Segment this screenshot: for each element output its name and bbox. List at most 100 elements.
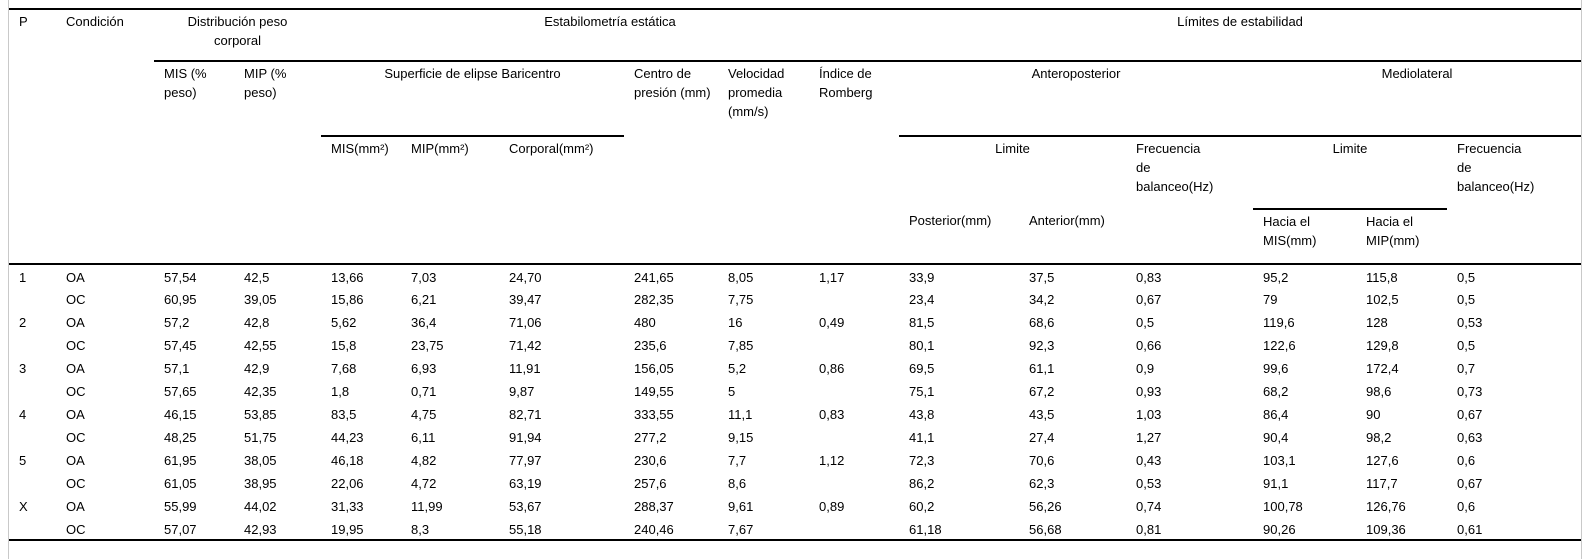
cell: 1,8 <box>331 384 350 399</box>
cell: 33,9 <box>899 263 1020 287</box>
cell: 1 <box>9 263 56 287</box>
cell: 0,71 <box>411 384 437 399</box>
cell: 0,67 <box>1457 476 1483 491</box>
col-header-anterior: Anterior(mm) <box>1029 213 1105 228</box>
col-header-mip-peso: MIP (% peso) <box>244 66 287 100</box>
cell: 0,53 <box>1136 476 1162 491</box>
table-header: P Condición Distribución peso corporal E… <box>9 9 1582 264</box>
cell: 6,21 <box>411 292 437 307</box>
cell: 6,11 <box>411 430 436 445</box>
cell: 23,4 <box>909 292 935 307</box>
cell: 7,85 <box>728 338 754 353</box>
cell: 7,03 <box>401 263 499 287</box>
cell: 56,26 <box>1029 499 1062 514</box>
cell: 9,61 <box>728 499 754 514</box>
cell: 149,55 <box>634 384 674 399</box>
cell: 122,6 <box>1263 338 1296 353</box>
col-header-hacia-mip: Hacia el MIP(mm) <box>1356 209 1447 264</box>
col-header-mis-mm2: MIS(mm²) <box>331 141 389 156</box>
cell: 3 <box>19 361 27 376</box>
cell: 57,45 <box>164 338 197 353</box>
header-subgroup-row: MIS (% peso) MIP (% peso) Superficie de … <box>9 61 1582 137</box>
cell: 90 <box>1366 407 1381 422</box>
cell: 0,49 <box>819 315 845 330</box>
cell: 44,02 <box>244 499 277 514</box>
table-row: OC 60,95 39,05 15,86 6,21 39,47 282,35 7,75 23,4… <box>9 287 1581 310</box>
cell: 5 <box>728 384 736 399</box>
cell: 31,33 <box>331 499 364 514</box>
cell: 230,6 <box>634 453 667 468</box>
cell: 23,75 <box>411 338 444 353</box>
cell: OC <box>66 338 86 353</box>
table-row: 5 OA 61,95 38,05 46,18 4,82 77,97 230,6 7,7 1,12 7… <box>9 448 1581 471</box>
cell: 60,95 <box>164 292 197 307</box>
cell: 129,8 <box>1366 338 1399 353</box>
cell: 86,4 <box>1263 407 1289 422</box>
cell: 69,5 <box>909 361 935 376</box>
cell: 38,95 <box>244 476 277 491</box>
cell: 34,2 <box>1029 292 1055 307</box>
cell: 62,3 <box>1029 476 1055 491</box>
col-header-mis-peso: MIS (% peso) <box>164 66 207 100</box>
cell: 70,6 <box>1029 453 1055 468</box>
cell: 115,8 <box>1356 263 1448 287</box>
cell: 8,3 <box>411 522 430 537</box>
cell: 90,4 <box>1263 430 1289 445</box>
table-row: OC 57,45 42,55 15,8 23,75 71,42 235,6 7,85 80,1 9… <box>9 333 1581 356</box>
cell: 61,95 <box>164 453 197 468</box>
cell: 71,42 <box>509 338 542 353</box>
cell: 39,05 <box>244 292 277 307</box>
header-limite-row: MIS(mm²) MIP(mm²) Corporal(mm²) Limite F… <box>9 136 1581 210</box>
cell: 0,74 <box>1136 499 1162 514</box>
cell: 95,2 <box>1253 263 1357 287</box>
cell: 42,8 <box>244 315 270 330</box>
cell: 63,19 <box>509 476 542 491</box>
cell: 99,6 <box>1263 361 1289 376</box>
cell: 0,73 <box>1457 384 1483 399</box>
col-header-velocidad: Velocidad promedia (mm/s) <box>728 66 785 119</box>
cell: 44,23 <box>331 430 364 445</box>
cell: 27,4 <box>1029 430 1055 445</box>
stabilometry-table: P Condición Distribución peso corporal E… <box>9 8 1582 541</box>
cell: 5,62 <box>331 315 357 330</box>
cell: 42,35 <box>244 384 277 399</box>
cell: 80,1 <box>909 338 935 353</box>
cell: 55,99 <box>164 499 197 514</box>
cell: 2 <box>19 315 27 330</box>
cell: 60,2 <box>909 499 935 514</box>
cell: 117,7 <box>1366 476 1398 491</box>
header-group-row: P Condición Distribución peso corporal E… <box>9 9 1582 62</box>
cell: 7,7 <box>728 453 747 468</box>
group-header-limite-ap: Limite <box>995 141 1030 156</box>
col-header-frecuencia-ml-label: Frecuencia de balanceo(Hz) <box>1457 141 1535 194</box>
table-row: 3 OA 57,1 42,9 7,68 6,93 11,91 156,05 5,2 0,86 69,… <box>9 356 1581 379</box>
cell: 100,78 <box>1263 499 1303 514</box>
cell: 103,1 <box>1263 453 1296 468</box>
cell: 68,6 <box>1029 315 1055 330</box>
cell: 41,1 <box>909 430 935 445</box>
col-header-frecuencia-ap-label: Frecuencia de balanceo(Hz) <box>1136 141 1214 194</box>
cell: 102,5 <box>1366 292 1399 307</box>
cell <box>809 471 899 494</box>
cell: 77,97 <box>509 453 542 468</box>
cell: 91,94 <box>509 430 542 445</box>
cell: 5 <box>19 453 27 468</box>
cell: 119,6 <box>1263 315 1295 330</box>
cell: 127,6 <box>1366 453 1399 468</box>
cell: 36,4 <box>411 315 437 330</box>
cell: 83,5 <box>331 407 357 422</box>
cell: 282,35 <box>634 292 674 307</box>
cell: 4,75 <box>411 407 437 422</box>
cell: 86,2 <box>909 476 935 491</box>
cell: 15,86 <box>331 292 364 307</box>
cell: 0,5 <box>1457 292 1476 307</box>
col-header-frecuencia-ap: Frecuencia de balanceo(Hz) <box>1126 136 1253 264</box>
page-frame: P Condición Distribución peso corporal E… <box>8 0 1582 559</box>
cell: 0,63 <box>1457 430 1483 445</box>
cell: 42,5 <box>234 263 321 287</box>
cell: 72,3 <box>909 453 935 468</box>
col-header-frecuencia-ml: Frecuencia de balanceo(Hz) <box>1447 136 1581 264</box>
cell: OA <box>56 263 154 287</box>
col-header-condicion: Condición <box>66 14 124 29</box>
cell <box>9 425 56 448</box>
